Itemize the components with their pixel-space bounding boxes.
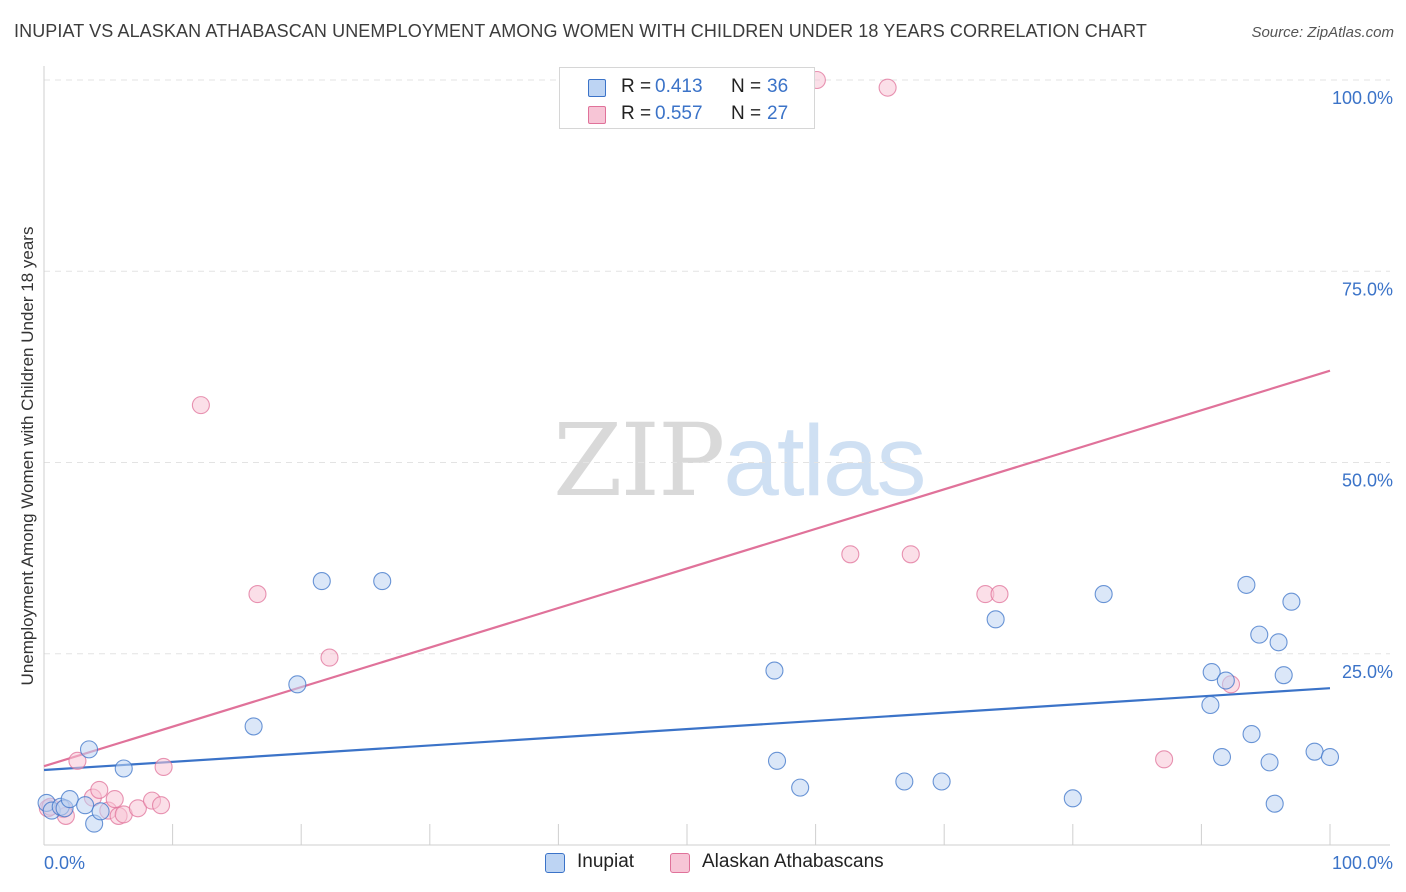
inupiat-point (114, 759, 133, 778)
inupiat-point (373, 572, 392, 591)
inupiat-point (1320, 747, 1340, 767)
inupiat-point (767, 751, 787, 770)
inupiat-point (79, 740, 99, 759)
watermark-zip: ZIP (553, 402, 725, 519)
athabascan-point (128, 799, 147, 818)
axis-layer (43, 66, 1390, 846)
athabascan-point (248, 585, 267, 604)
inupiat-swatch (588, 79, 606, 97)
legend-n-label: N = (731, 76, 762, 97)
inupiat-point (1063, 789, 1082, 808)
inupiat-point (1212, 747, 1232, 767)
inupiat-point (1265, 794, 1284, 813)
inupiat-point (1250, 625, 1269, 644)
inupiat-point (1269, 633, 1288, 652)
y-tick-label: 100.0% (1332, 88, 1393, 108)
athabascan-point (841, 545, 860, 564)
athabascan-point (901, 545, 920, 564)
inupiat-point (76, 796, 95, 815)
athabascan-point (90, 780, 109, 799)
athabascan-point (1155, 750, 1174, 769)
athabascan-point (191, 396, 210, 415)
watermark: ZIPatlas (553, 402, 927, 519)
inupiat-point (765, 661, 784, 680)
y-tick-label: 75.0% (1342, 279, 1393, 299)
legend-r-label: R = (621, 103, 652, 124)
chart-title: INUPIAT VS ALASKAN ATHABASCAN UNEMPLOYME… (14, 21, 1147, 41)
legend-r-value: 0.413 (655, 76, 703, 97)
athabascan-point (154, 757, 173, 777)
tick-label-layer: 25.0% 50.0% 75.0% 100.0% 0.0% 100.0% (44, 88, 1393, 873)
legend-n-value: 36 (767, 76, 789, 97)
watermark-atlas: atlas (723, 405, 926, 517)
correlation-legend: R = 0.413 N = 36 R = 0.557 N = 27 (559, 67, 815, 129)
legend-n-value: 27 (767, 103, 789, 124)
trend-layer (43, 369, 1331, 772)
y-tick-label: 50.0% (1342, 471, 1393, 491)
grid-layer (44, 79, 1390, 655)
inupiat-point (1237, 575, 1256, 594)
legend-r-value: 0.557 (655, 103, 703, 124)
athabascan-point (878, 78, 897, 97)
y-axis-label: Unemployment Among Women with Children U… (18, 226, 37, 686)
athabascan-point (320, 648, 339, 667)
inupiat-point (986, 610, 1005, 629)
athabascan-swatch (670, 853, 690, 873)
inupiat-point (244, 717, 263, 736)
athabascan-point (151, 796, 171, 815)
source-label: Source: ZipAtlas.com (1251, 24, 1394, 41)
inupiat-point (312, 572, 331, 591)
inupiat-point (932, 772, 951, 791)
legend-n-label: N = (731, 103, 762, 124)
x-tick-label: 0.0% (44, 853, 85, 873)
athabascan-point (990, 585, 1009, 604)
inupiat-point (1201, 695, 1220, 715)
inupiat-point (1216, 671, 1235, 690)
athabascan-point (68, 751, 87, 770)
inupiat-point (60, 790, 79, 809)
inupiat-point (91, 802, 110, 821)
inupiat-point (1305, 742, 1324, 761)
inupiat-point (1282, 592, 1301, 611)
inupiat-point (895, 772, 914, 791)
inupiat-point (791, 778, 810, 797)
athabascan-swatch (588, 106, 606, 124)
inupiat-swatch (545, 853, 565, 873)
legend-label-athabascan: Alaskan Athabascans (702, 851, 884, 872)
inupiat-trend-line (43, 687, 1331, 772)
inupiat-point (1242, 725, 1261, 744)
inupiat-point (288, 675, 307, 694)
inupiat-point (1094, 585, 1113, 604)
point-layer (37, 70, 1340, 833)
inupiat-point (1274, 666, 1293, 685)
inupiat-point (1202, 663, 1221, 682)
athabascan-trend-line (43, 369, 1331, 768)
legend-r-label: R = (621, 76, 652, 97)
y-tick-label: 25.0% (1342, 662, 1393, 682)
legend-label-inupiat: Inupiat (577, 851, 635, 872)
x-tick-label: 100.0% (1332, 853, 1393, 873)
inupiat-point (1260, 753, 1279, 772)
athabascan-point (105, 790, 124, 809)
